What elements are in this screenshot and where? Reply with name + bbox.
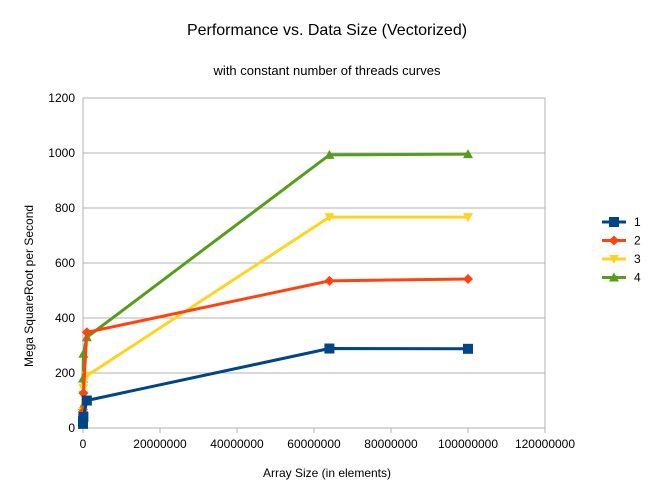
legend-marker: [609, 255, 619, 264]
legend-label: 2: [634, 234, 641, 248]
legend-label: 1: [634, 215, 641, 229]
series-line-1: [81, 347, 469, 424]
x-axis-label: Array Size (in elements): [263, 466, 391, 480]
x-tick-label: 100000000: [438, 437, 498, 451]
plot-series: [78, 149, 473, 429]
x-tick-label: 80000000: [364, 437, 418, 451]
legend: 1 2 3 4: [602, 215, 641, 285]
chart-subtitle: with constant number of threads curves: [213, 63, 441, 78]
legend-label: 3: [634, 252, 641, 266]
y-tick-label: 1000: [48, 146, 75, 160]
data-point: [324, 213, 335, 223]
data-point: [324, 275, 335, 286]
legend-marker: [609, 235, 619, 246]
axes: 0 200 400 600 800 1000 1200 0 20000000 40000000 60…: [48, 91, 575, 451]
series-3: [78, 213, 473, 417]
grid: [82, 97, 546, 429]
data-point: [324, 343, 335, 354]
series-1: [78, 343, 473, 429]
legend-marker: [609, 272, 619, 282]
data-point: [463, 273, 473, 284]
data-point: [81, 327, 92, 338]
x-tick-label: 60000000: [287, 437, 341, 451]
x-tick-label: 120000000: [515, 437, 575, 451]
legend-label: 4: [634, 271, 641, 285]
y-tick-label: 200: [55, 366, 75, 380]
chart-title: Performance vs. Data Size (Vectorized): [187, 22, 467, 39]
legend-item-3: 3: [602, 252, 641, 266]
legend-item-1: 1: [602, 215, 641, 229]
x-tick-label: 20000000: [133, 437, 187, 451]
y-tick-label: 600: [55, 256, 75, 270]
y-tick-label: 1200: [48, 91, 75, 105]
y-tick-label: 800: [55, 201, 75, 215]
data-point: [324, 149, 335, 159]
data-point: [463, 343, 473, 354]
y-axis-label: Mega SquareRoot per Second: [22, 205, 36, 367]
data-point: [463, 213, 473, 223]
data-point: [81, 395, 92, 406]
x-tick-label: 0: [80, 437, 87, 451]
series-line-3: [81, 215, 468, 412]
legend-item-4: 4: [602, 271, 641, 285]
legend-item-2: 2: [602, 234, 641, 248]
x-tick-label: 40000000: [210, 437, 264, 451]
y-tick-label: 400: [55, 311, 75, 325]
data-point: [463, 149, 473, 159]
data-point: [78, 412, 89, 422]
y-tick-label: 0: [68, 421, 75, 435]
legend-marker: [609, 217, 619, 227]
